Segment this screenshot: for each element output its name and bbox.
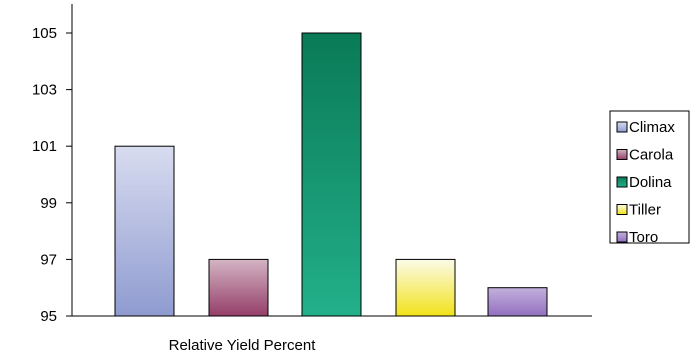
y-tick-label: 103 bbox=[32, 82, 57, 99]
y-ticks-group: 95 97 99 101 103 105 bbox=[32, 25, 72, 325]
bar-climax bbox=[114, 145, 175, 317]
legend-swatch-carola bbox=[616, 149, 628, 160]
bar-dolina bbox=[301, 32, 362, 317]
legend-label-carola: Carola bbox=[629, 147, 674, 164]
legend-swatch-climax bbox=[616, 121, 628, 133]
y-tick-label: 101 bbox=[32, 138, 57, 155]
legend: Climax Carola Dolina Tiller Toro bbox=[609, 110, 690, 246]
bars-group bbox=[114, 32, 548, 317]
legend-label-tiller: Tiller bbox=[629, 202, 661, 219]
legend-swatch-dolina bbox=[616, 176, 628, 188]
y-tick-label: 95 bbox=[40, 308, 57, 325]
legend-swatch-toro bbox=[616, 231, 628, 243]
legend-label-climax: Climax bbox=[629, 119, 675, 136]
y-tick-label: 105 bbox=[32, 25, 57, 42]
x-axis-label: Relative Yield Percent bbox=[169, 337, 317, 354]
legend-label-toro: Toro bbox=[629, 229, 658, 246]
bar-toro bbox=[487, 287, 548, 317]
legend-swatch-tiller bbox=[616, 204, 628, 215]
bar-carola bbox=[208, 258, 269, 317]
bar-tiller bbox=[395, 258, 456, 317]
legend-label-dolina: Dolina bbox=[629, 174, 672, 191]
y-tick-label: 99 bbox=[40, 195, 57, 212]
y-tick-label: 97 bbox=[40, 251, 57, 268]
